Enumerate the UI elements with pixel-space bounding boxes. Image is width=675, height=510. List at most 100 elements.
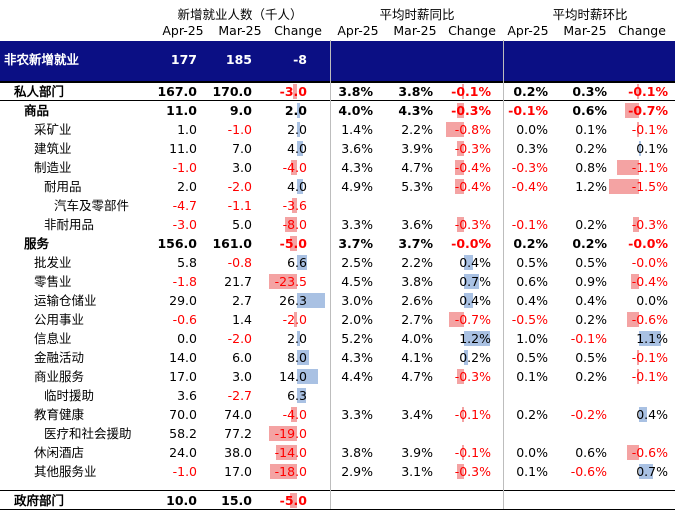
mom-mar-value: 0.3%	[572, 84, 607, 99]
emp-change-value: 4.0	[287, 179, 307, 194]
row-label: 服务	[24, 236, 50, 251]
emp-apr-value: 11.0	[166, 103, 197, 118]
header-change-employment: Change	[274, 23, 322, 38]
mom-change-value: -0.1%	[628, 84, 668, 99]
divider-yoy-mom	[503, 40, 504, 510]
mom-mar-value: 0.2%	[575, 369, 607, 384]
change-bar	[446, 122, 464, 137]
yoy-apr-value: 4.4%	[341, 369, 373, 384]
row-label: 运输仓储业	[34, 293, 97, 308]
table-row: 批发业 5.8 -0.8 6.6 2.5% 2.2% 0.4% 0.5% 0.5% -0.0%	[0, 253, 675, 272]
yoy-change-value: -0.1%	[454, 445, 491, 460]
table-row: 运输仓储业 29.0 2.7 26.3 3.0% 2.6% 0.4% 0.4% 0.4% 0.0%	[0, 291, 675, 310]
yoy-change-value: -0.3%	[451, 103, 491, 118]
yoy-apr-value: 5.2%	[341, 331, 373, 346]
mom-change-value: -0.6%	[631, 312, 668, 327]
table-row: 休闲酒店 24.0 38.0 -14.0 3.8% 3.9% -0.1% 0.0% 0.6% -0…	[0, 443, 675, 462]
change-bar	[291, 407, 297, 422]
yoy-change-value: 0.4%	[459, 255, 491, 270]
change-bar	[297, 369, 318, 384]
change-bar	[297, 122, 300, 137]
emp-apr-value: -0.6	[172, 312, 197, 327]
emp-mar-value: -2.7	[227, 388, 252, 403]
header-change-yoy: Change	[448, 23, 496, 38]
emp-mar-value: 7.0	[232, 141, 252, 156]
change-bar	[455, 160, 464, 175]
change-bar	[297, 293, 325, 308]
table-row: 服务 156.0 161.0 -5.0 3.7% 3.7% -0.0% 0.2% 0.2% -0.…	[0, 234, 675, 253]
mom-change-value: -1.1%	[631, 160, 668, 175]
yoy-mar-value: 3.4%	[401, 407, 433, 422]
yoy-apr-value: 2.0%	[341, 312, 373, 327]
emp-apr-value: -1.0	[172, 464, 197, 479]
emp-apr-value: 167.0	[157, 84, 197, 99]
change-bar	[464, 293, 473, 308]
mom-change-value: 0.4%	[636, 407, 668, 422]
yoy-mar-value: 3.7%	[398, 236, 433, 251]
yoy-apr-value: 3.3%	[341, 407, 373, 422]
rule-under-band	[0, 81, 675, 83]
mom-apr-value: -0.4%	[511, 179, 548, 194]
mom-apr-value: 0.0%	[516, 445, 548, 460]
emp-mar-value: -1.1	[227, 198, 252, 213]
change-bar	[269, 426, 297, 441]
highlight-band	[0, 41, 675, 81]
yoy-apr-value: 3.8%	[338, 84, 373, 99]
change-bar	[627, 445, 639, 460]
yoy-mar-value: 4.7%	[401, 369, 433, 384]
change-bar	[297, 331, 300, 346]
yoy-mar-value: 3.1%	[401, 464, 433, 479]
mom-apr-value: 0.3%	[516, 141, 548, 156]
rule-above-government	[0, 490, 675, 491]
emp-mar-value: 38.0	[224, 445, 252, 460]
change-bar	[297, 179, 303, 194]
mom-apr-value: 0.4%	[516, 293, 548, 308]
change-bar	[276, 445, 297, 460]
emp-change-value: -5.0	[279, 493, 307, 508]
mom-change-value: -0.3%	[631, 217, 668, 232]
mom-mar-value: 0.2%	[575, 141, 607, 156]
emp-apr-value: -1.8	[172, 274, 197, 289]
emp-apr-value: 177	[170, 52, 197, 67]
yoy-change-value: -0.8%	[454, 122, 491, 137]
mom-change-value: 1.1%	[636, 331, 668, 346]
emp-apr-value: -1.0	[172, 160, 197, 175]
change-bar	[457, 369, 464, 384]
emp-mar-value: 3.0	[232, 160, 252, 175]
row-label: 商业服务	[34, 369, 85, 384]
yoy-change-value: 0.7%	[459, 274, 491, 289]
emp-mar-value: 5.0	[232, 217, 252, 232]
emp-mar-value: 185	[225, 52, 252, 67]
mom-change-value: -0.6%	[631, 445, 668, 460]
row-label: 制造业	[34, 160, 72, 175]
emp-change-value: 14.0	[279, 369, 307, 384]
mom-apr-value: -0.1%	[511, 217, 548, 232]
emp-change-value: -19.0	[274, 426, 307, 441]
row-label: 金融活动	[34, 350, 85, 365]
yoy-apr-value: 4.3%	[341, 160, 373, 175]
change-bar	[464, 331, 491, 346]
row-label: 医疗和社会援助	[44, 426, 132, 441]
emp-apr-value: 14.0	[169, 350, 197, 365]
mom-apr-value: -0.1%	[508, 103, 548, 118]
header-mar-mom: Mar-25	[563, 23, 607, 38]
row-label: 批发业	[34, 255, 72, 270]
yoy-change-value: -0.4%	[454, 160, 491, 175]
row-label: 零售业	[34, 274, 72, 289]
row-label: 信息业	[34, 331, 72, 346]
mom-mar-value: 0.9%	[575, 274, 607, 289]
row-label: 政府部门	[14, 493, 65, 508]
mom-change-value: -0.1%	[631, 369, 668, 384]
change-bar	[291, 198, 297, 213]
change-bar	[631, 274, 639, 289]
change-bar	[291, 160, 297, 175]
yoy-mar-value: 2.6%	[401, 293, 433, 308]
mom-apr-value: 0.1%	[516, 464, 548, 479]
emp-mar-value: -1.0	[227, 122, 252, 137]
mom-mar-value: 1.2%	[575, 179, 607, 194]
mom-change-value: 0.0%	[636, 293, 668, 308]
emp-apr-value: 1.0	[177, 122, 197, 137]
emp-mar-value: 3.0	[232, 369, 252, 384]
emp-apr-value: 10.0	[166, 493, 197, 508]
mom-apr-value: 0.5%	[516, 350, 548, 365]
